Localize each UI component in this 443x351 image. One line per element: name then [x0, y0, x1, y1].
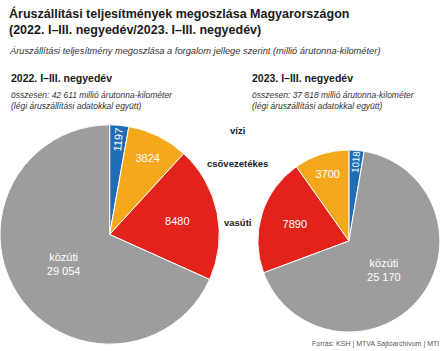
svg-text:közúti29 054: közúti29 054 — [47, 251, 81, 277]
svg-text:7890: 7890 — [283, 218, 307, 230]
svg-text:Forrás: KSH | MTVA Sajtóarchív: Forrás: KSH | MTVA Sajtóarchívum | MTI — [312, 340, 439, 348]
svg-text:csővezetékes: csővezetékes — [207, 158, 268, 169]
svg-text:2022. I–III. negyedév: 2022. I–III. negyedév — [11, 72, 112, 84]
svg-text:összesen: 42 611 millió áruton: összesen: 42 611 millió árutonna-kilomét… — [11, 90, 173, 111]
svg-text:3824: 3824 — [135, 152, 159, 164]
svg-text:közúti25 170: közúti25 170 — [367, 257, 401, 283]
svg-text:1197: 1197 — [111, 127, 125, 152]
svg-text:3700: 3700 — [315, 168, 339, 180]
svg-text:1018: 1018 — [349, 150, 362, 173]
svg-text:Áruszállítási teljesítmények m: Áruszállítási teljesítmények megoszlása … — [9, 6, 349, 37]
svg-text:Áruszállítási teljesítmény meg: Áruszállítási teljesítmény megoszlása a … — [9, 46, 380, 56]
svg-text:összesen: 37 818 millió áruton: összesen: 37 818 millió árutonna-kilomét… — [252, 90, 415, 111]
svg-text:2023. I–III. negyedév: 2023. I–III. negyedév — [252, 72, 353, 84]
svg-text:8480: 8480 — [165, 215, 189, 227]
svg-text:vasúti: vasúti — [224, 217, 251, 228]
svg-text:vízi: vízi — [230, 125, 245, 136]
